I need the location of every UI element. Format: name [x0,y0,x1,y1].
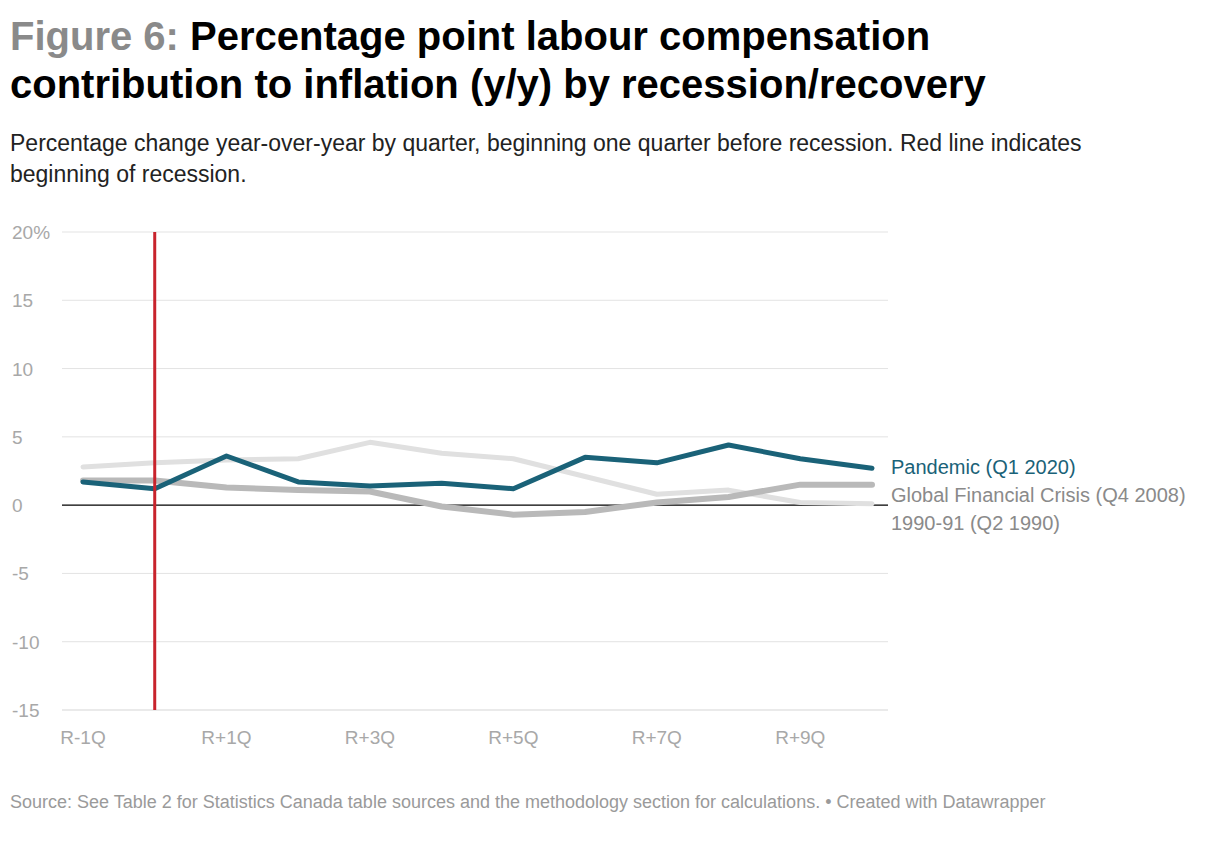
grid-line [62,573,888,574]
y-tick-label: 15 [12,290,33,311]
y-tick-label: -10 [12,632,39,653]
recession-line [153,232,156,710]
series-line [83,445,872,489]
title: Figure 6: Percentage point labour compen… [10,12,1160,108]
series-label-line: Global Financial Crisis (Q4 2008) [891,484,1186,506]
grid-line [62,368,888,369]
x-tick-label: R+3Q [345,727,395,748]
x-tick-label: R+1Q [201,727,251,748]
y-tick-label: 5 [12,427,23,448]
title-prefix: Figure 6: [10,14,190,58]
x-tick-label: R+5Q [488,727,538,748]
grid-line [62,436,888,437]
x-tick-label: R+9Q [775,727,825,748]
series-label-line: 1990-91 (Q2 1990) [891,512,1060,534]
x-tick-label: R+7Q [632,727,682,748]
series-label-line: Pandemic (Q1 2020) [891,456,1076,478]
subtitle: Percentage change year-over-year by quar… [10,128,1090,190]
y-tick-label: 0 [12,495,23,516]
y-tick-label: 10 [12,359,33,380]
series-label: Global Financial Crisis (Q4 2008) [891,484,1186,506]
chart: -15 -10 -5 0 5 10 15 20% R-1Q R+1Q R+3Q R+5Q R+7Q R+9… [0,0,1220,852]
y-tick-label: -15 [12,700,39,721]
grid-line [62,300,888,301]
zero-line [62,505,888,506]
y-tick-label: -5 [12,563,29,584]
x-axis-line [62,710,888,711]
series-label: Pandemic (Q1 2020) [891,456,1076,478]
grid-line [62,710,888,711]
grid-line [62,641,888,642]
lines [83,442,872,514]
x-tick-label: R-1Q [60,727,105,748]
source: Source: See Table 2 for Statistics Canad… [10,790,1170,814]
series-label: 1990-91 (Q2 1990) [891,512,1060,534]
grid-line [62,232,888,233]
y-tick-label: 20% [12,222,50,243]
